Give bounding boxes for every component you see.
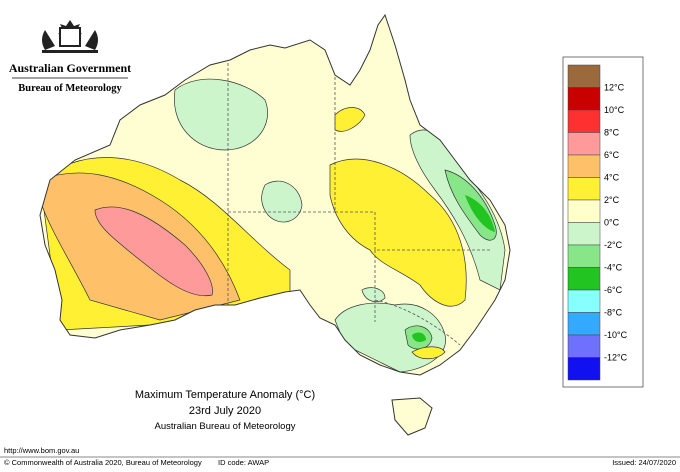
url: http://www.bom.gov.au [4, 446, 79, 455]
bureau-name: Bureau of Meteorology [18, 83, 122, 94]
map-title: Maximum Temperature Anomaly (°C) [135, 389, 315, 401]
legend-swatch [567, 357, 601, 381]
legend-label: 12°C [604, 83, 625, 93]
map-source: Australian Bureau of Meteorology [155, 421, 296, 432]
legend-swatch [567, 312, 601, 336]
legend-swatch [567, 154, 601, 178]
legend-label: -6°C [604, 285, 623, 295]
legend-label: 10°C [604, 105, 625, 115]
issued: Issued: 24/07/2020 [612, 458, 676, 467]
legend-swatch [567, 64, 601, 88]
legend-swatch [567, 109, 601, 133]
legend-label: -8°C [604, 308, 623, 318]
legend-swatch [567, 177, 601, 201]
legend-label: -10°C [604, 330, 628, 340]
map-date: 23rd July 2020 [189, 405, 261, 417]
legend-label: 8°C [604, 128, 620, 138]
legend-swatch [567, 267, 601, 291]
government-name: Australian Government [9, 61, 131, 75]
legend-label: 4°C [604, 173, 620, 183]
legend-swatch [567, 244, 601, 268]
legend-swatch [567, 222, 601, 246]
emblem [42, 20, 98, 53]
legend-swatch [567, 199, 601, 223]
legend-label: 2°C [604, 195, 620, 205]
legend-label: 6°C [604, 150, 620, 160]
id-code: ID code: AWAP [218, 458, 269, 467]
legend-swatch [567, 87, 601, 111]
legend-label: 0°C [604, 218, 620, 228]
legend-swatch [567, 334, 601, 358]
legend: 12°C 10°C 8°C 6°C 4°C 2°C 0°C -2°C -4°C -6°C -8°C -… [562, 56, 644, 388]
legend-swatch [567, 289, 601, 313]
legend-label: -2°C [604, 240, 623, 250]
coastline [39, 13, 511, 436]
copyright: © Commonwealth of Australia 2020, Bureau… [4, 458, 202, 467]
legend-label: -12°C [604, 353, 628, 363]
legend-label: -4°C [604, 263, 623, 273]
legend-swatch [567, 132, 601, 156]
